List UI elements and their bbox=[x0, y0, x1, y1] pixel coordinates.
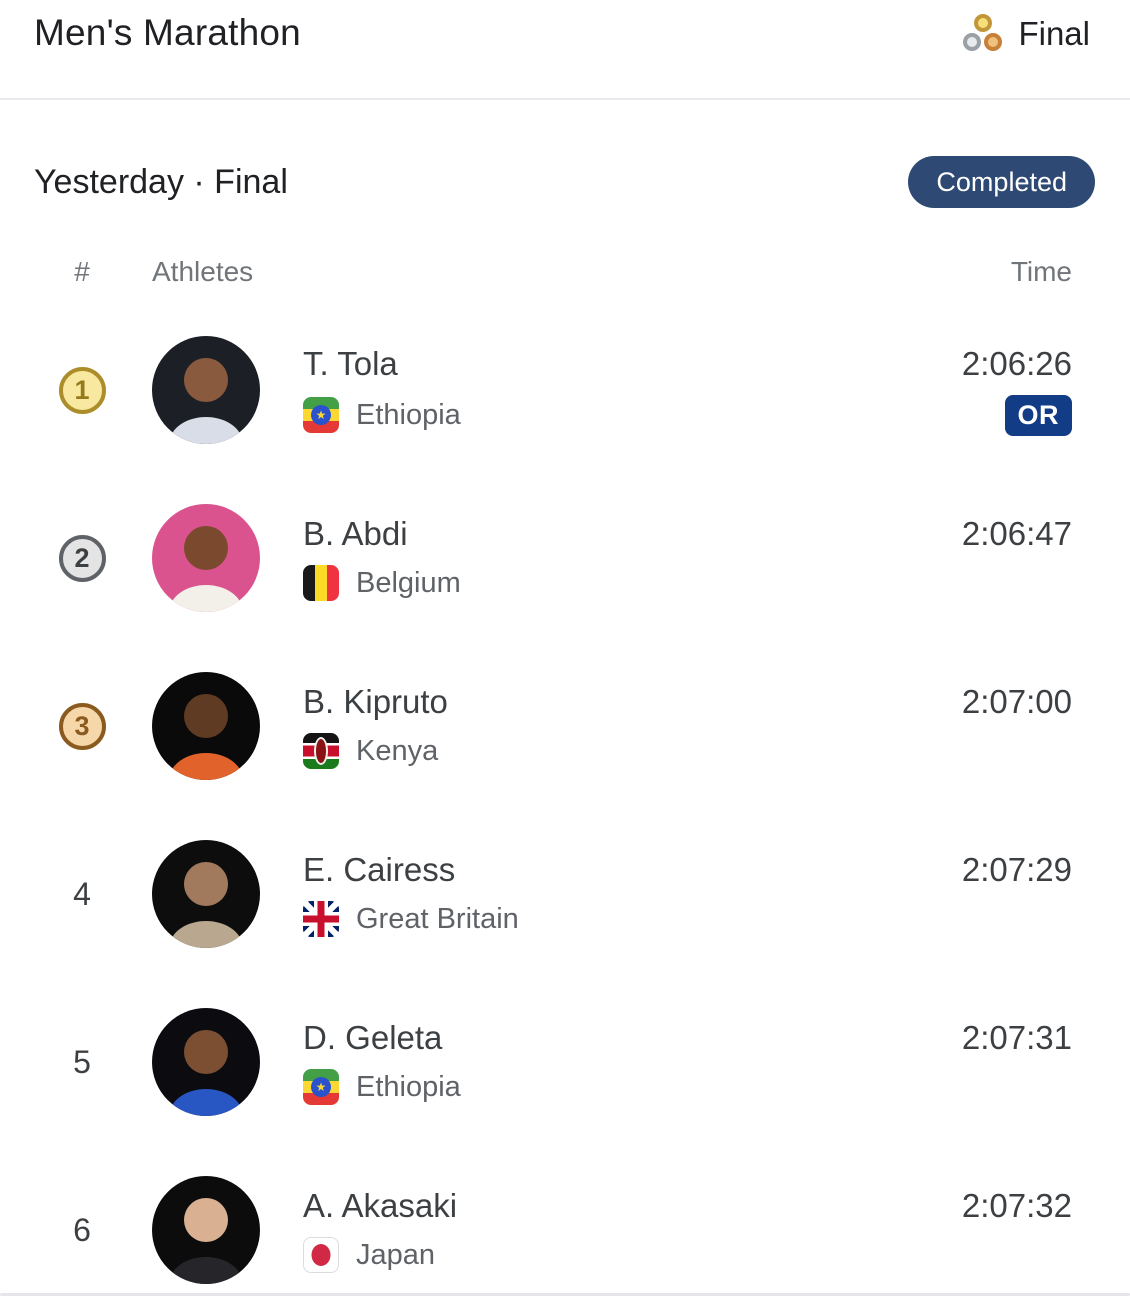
athlete-info: T. Tola 2:06:26 Ethiopia OR bbox=[303, 345, 1072, 436]
athlete-photo bbox=[152, 336, 260, 444]
finish-time: 2:07:31 bbox=[961, 1019, 1072, 1056]
athlete-info: A. Akasaki 2:07:32 Japan bbox=[303, 1187, 1072, 1273]
athlete-photo bbox=[152, 672, 260, 780]
athlete-row[interactable]: 1 T. Tola 2:06:26 Ethiopia OR bbox=[0, 306, 1130, 474]
medals-icon bbox=[960, 12, 1006, 56]
country-label: Great Britain bbox=[356, 902, 519, 935]
bottom-divider bbox=[0, 1293, 1130, 1296]
page-title: Men's Marathon bbox=[34, 12, 301, 53]
athlete-photo bbox=[152, 1008, 260, 1116]
athlete-info: B. Kipruto 2:07:00 Kenya bbox=[303, 683, 1072, 769]
country-flag-icon bbox=[303, 1237, 339, 1273]
athlete-photo bbox=[152, 504, 260, 612]
bronze-medal-rank-badge: 3 bbox=[58, 702, 106, 750]
athlete-info: E. Cairess 2:07:29 Great Britain bbox=[303, 851, 1072, 937]
finish-time: 2:07:32 bbox=[961, 1187, 1072, 1224]
country-flag-icon bbox=[303, 1069, 339, 1105]
athlete-name: E. Cairess bbox=[303, 851, 456, 888]
column-header-athletes: Athletes bbox=[152, 256, 254, 287]
country-label: Kenya bbox=[356, 734, 439, 767]
athlete-row[interactable]: 6 A. Akasaki 2:07:32 Japan bbox=[0, 1146, 1130, 1299]
results-list: 1 T. Tola 2:06:26 Ethiopia OR bbox=[0, 306, 1130, 1299]
stage-indicator: Final bbox=[960, 12, 1090, 56]
athlete-row[interactable]: 5 D. Geleta 2:07:31 Ethiopia bbox=[0, 978, 1130, 1146]
meta-row: Yesterday · Final Completed bbox=[0, 156, 1130, 208]
rank-cell: 5 bbox=[34, 1044, 130, 1081]
olympic-record-badge: OR bbox=[1004, 394, 1072, 436]
rank-cell: 6 bbox=[34, 1212, 130, 1249]
schedule-text: Yesterday · Final bbox=[34, 162, 288, 201]
athlete-row[interactable]: 4 E. Cairess 2:07:29 Great Britain bbox=[0, 810, 1130, 978]
finish-time: 2:07:29 bbox=[961, 851, 1072, 888]
athlete-photo bbox=[152, 840, 260, 948]
athlete-info: B. Abdi 2:06:47 Belgium bbox=[303, 515, 1072, 601]
rank-number: 4 bbox=[73, 875, 91, 912]
column-header-time: Time bbox=[1010, 256, 1072, 287]
athlete-photo bbox=[152, 1176, 260, 1284]
silver-medal-rank-badge: 2 bbox=[58, 534, 106, 582]
stage-label: Final bbox=[1018, 15, 1090, 52]
rank-cell: 4 bbox=[34, 876, 130, 913]
country-label: Japan bbox=[356, 1238, 436, 1271]
country-flag-icon bbox=[303, 733, 339, 769]
country-label: Ethiopia bbox=[356, 398, 461, 431]
athlete-name: B. Abdi bbox=[303, 515, 408, 552]
rank-cell: 2 bbox=[34, 534, 130, 582]
country-label: Belgium bbox=[356, 566, 461, 599]
athlete-info: D. Geleta 2:07:31 Ethiopia bbox=[303, 1019, 1072, 1105]
athlete-name: D. Geleta bbox=[303, 1019, 443, 1056]
rank-cell: 3 bbox=[34, 702, 130, 750]
rank-cell: 1 bbox=[34, 366, 130, 414]
gold-medal-rank-badge: 1 bbox=[58, 366, 106, 414]
athlete-row[interactable]: 3 B. Kipruto 2:07:00 Kenya bbox=[0, 642, 1130, 810]
finish-time: 2:07:00 bbox=[961, 683, 1072, 720]
athlete-name: A. Akasaki bbox=[303, 1187, 458, 1224]
finish-time: 2:06:26 bbox=[961, 344, 1072, 382]
rank-number: 5 bbox=[73, 1043, 91, 1080]
athlete-name: T. Tola bbox=[303, 344, 398, 382]
event-header: Men's Marathon Final bbox=[0, 0, 1130, 100]
athlete-name: B. Kipruto bbox=[303, 683, 448, 720]
country-label: Ethiopia bbox=[356, 1070, 461, 1103]
finish-time: 2:06:47 bbox=[961, 515, 1072, 552]
country-flag-icon bbox=[303, 901, 339, 937]
table-header: # Athletes Time bbox=[0, 256, 1130, 288]
country-flag-icon bbox=[303, 397, 339, 433]
status-badge: Completed bbox=[908, 156, 1095, 208]
country-flag-icon bbox=[303, 565, 339, 601]
rank-number: 6 bbox=[73, 1211, 91, 1248]
athlete-row[interactable]: 2 B. Abdi 2:06:47 Belgium bbox=[0, 474, 1130, 642]
column-header-rank: # bbox=[74, 256, 90, 287]
